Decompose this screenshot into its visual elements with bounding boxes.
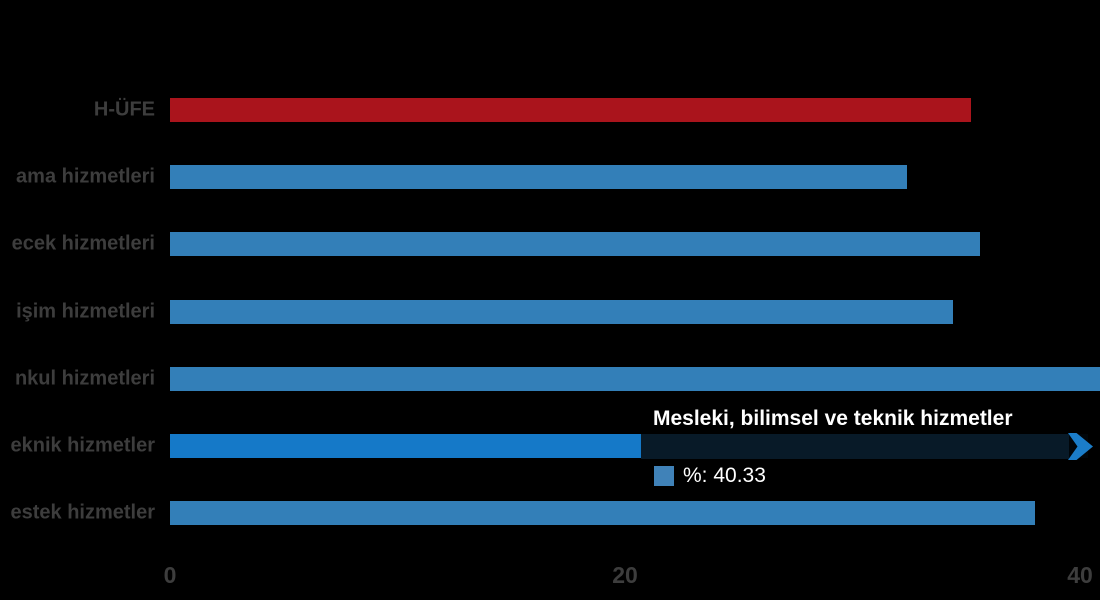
- category-label: ecek hizmetleri: [11, 232, 155, 255]
- bar-isim-hizmetleri[interactable]: [170, 300, 953, 324]
- tooltip-value-row: %: 40.33: [641, 459, 1100, 492]
- category-label: nkul hizmetleri: [14, 367, 155, 390]
- tooltip-title: Mesleki, bilimsel ve teknik hizmetler: [653, 407, 1013, 430]
- x-axis-tick-label: 20: [612, 562, 638, 588]
- bar-ama-hizmetleri[interactable]: [170, 165, 907, 189]
- bar-end-chevron-icon: [1068, 433, 1093, 460]
- x-axis-tick-label: 0: [163, 562, 177, 588]
- bar-nkul-hizmetleri[interactable]: [170, 367, 1100, 391]
- bar-row: nkul hizmetleri: [0, 367, 1100, 391]
- category-label: ama hizmetleri: [16, 165, 155, 188]
- category-label: H-ÜFE: [93, 98, 155, 121]
- bar-h-ufe[interactable]: [170, 98, 971, 122]
- bar-row: işim hizmetleri: [0, 300, 1100, 324]
- bar-row: estek hizmetler: [0, 501, 1100, 525]
- bar-row: ama hizmetleri: [0, 165, 1100, 189]
- bar-estek-hizmetler[interactable]: [170, 501, 1035, 525]
- bar-row: H-ÜFE: [0, 98, 1100, 122]
- series-swatch-icon: [654, 465, 674, 486]
- hovered-bar-dimmed-strip: [641, 433, 1093, 460]
- bar-row: ecek hizmetleri: [0, 232, 1100, 256]
- x-axis-tick-label: 40: [1067, 562, 1093, 588]
- category-label: işim hizmetleri: [16, 300, 155, 323]
- tooltip: Mesleki, bilimsel ve teknik hizmetler %:…: [641, 402, 1100, 492]
- category-label: estek hizmetler: [10, 501, 155, 524]
- tooltip-value: %: 40.33: [683, 463, 766, 487]
- bar-ecek-hizmetleri[interactable]: [170, 232, 980, 256]
- category-label: eknik hizmetler: [10, 434, 155, 457]
